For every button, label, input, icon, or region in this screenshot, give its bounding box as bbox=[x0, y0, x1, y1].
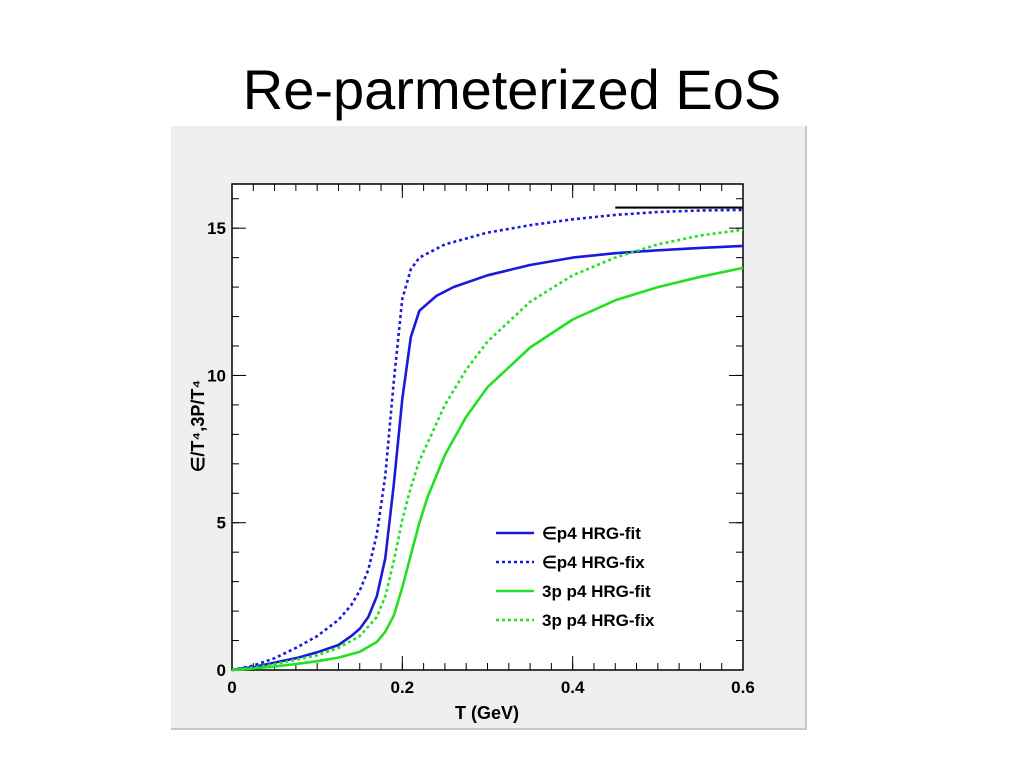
slide-title: Re-parmeterized EoS bbox=[242, 58, 782, 121]
x-tick-label: 0 bbox=[227, 678, 236, 697]
series-lines bbox=[231, 208, 744, 672]
legend-label-4: 3p p4 HRG-fix bbox=[542, 611, 655, 630]
y-axis-label: ∈/T⁴,3P/T⁴ bbox=[188, 380, 208, 473]
x-tick-label: 0.4 bbox=[561, 678, 585, 697]
legend-label-3: 3p p4 HRG-fit bbox=[542, 582, 651, 601]
legend-label-2: ∈p4 HRG-fix bbox=[542, 553, 645, 572]
series-line-3 bbox=[231, 266, 744, 672]
legend-box bbox=[486, 518, 712, 640]
y-tick-label: 5 bbox=[217, 514, 226, 533]
x-tick-label: 0.2 bbox=[391, 678, 415, 697]
figure-panel: 0 0.2 0.4 0.6 0 5 10 15 T (GeV) ∈/T⁴,3P/T⁴ ∈p4 … bbox=[171, 126, 807, 730]
x-axis-label: T (GeV) bbox=[455, 703, 519, 723]
y-tick-label: 15 bbox=[207, 219, 226, 238]
x-tick-label: 0.6 bbox=[731, 678, 755, 697]
legend-label-1: ∈p4 HRG-fit bbox=[542, 524, 641, 543]
eos-chart: 0 0.2 0.4 0.6 0 5 10 15 T (GeV) ∈/T⁴,3P/T⁴ ∈p4 … bbox=[188, 183, 755, 723]
legend-items: ∈p4 HRG-fit ∈p4 HRG-fix 3p p4 HRG-fit 3p p4… bbox=[496, 524, 655, 630]
legend: ∈p4 HRG-fit ∈p4 HRG-fix 3p p4 HRG-fit 3p p4… bbox=[486, 518, 712, 640]
series-line-2 bbox=[231, 208, 744, 672]
series-line-1 bbox=[231, 244, 744, 672]
axis-ticks: 0 0.2 0.4 0.6 0 5 10 15 bbox=[207, 184, 755, 697]
y-tick-label: 0 bbox=[217, 661, 226, 680]
y-tick-label: 10 bbox=[207, 366, 226, 385]
series-line-4 bbox=[231, 228, 744, 672]
